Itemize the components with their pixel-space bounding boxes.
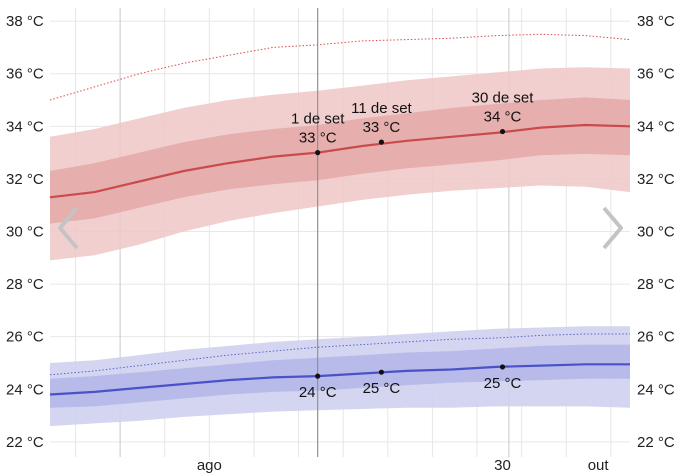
y-tick-label-right: 24 °C — [637, 381, 675, 398]
chevron-right-icon[interactable] — [602, 206, 623, 250]
bands — [50, 67, 630, 427]
x-tick-label: out — [588, 457, 610, 473]
y-tick-label-right: 38 °C — [637, 13, 675, 30]
series-lines — [49, 33, 631, 396]
y-tick-label-right: 36 °C — [637, 66, 675, 83]
y-tick-label-right: 34 °C — [637, 118, 675, 135]
annotation-value: 25 °C — [484, 375, 522, 392]
high-mean-line — [49, 123, 631, 199]
navigation — [58, 206, 623, 250]
high-annotation-point — [499, 128, 506, 135]
high-band-p25-p75 — [50, 97, 630, 224]
low-mean-line — [49, 363, 630, 396]
y-tick-label-right: 22 °C — [637, 434, 675, 451]
y-tick-label-right: 30 °C — [637, 224, 675, 241]
low-annotation-point — [499, 364, 506, 370]
low-annotation-point — [315, 373, 321, 379]
axes: 22 °C 22 °C 24 °C 24 °C 26 °C 26 °C 28 °C 28 °C… — [6, 13, 675, 473]
low-annotation-point — [378, 369, 385, 375]
high-annotation-point — [378, 139, 385, 145]
chevron-left-icon[interactable] — [58, 206, 79, 250]
y-tick-label-left: 34 °C — [6, 118, 44, 135]
y-tick-label-left: 36 °C — [6, 66, 44, 83]
x-tick-label: ago — [197, 457, 222, 473]
y-tick-label-right: 32 °C — [637, 171, 675, 188]
annotation-value: 24 °C — [299, 384, 337, 401]
y-tick-label-left: 32 °C — [6, 171, 44, 188]
annotation-value: 33 °C — [363, 119, 401, 136]
annotation-value: 25 °C — [363, 380, 401, 397]
annotation-value: 34 °C — [484, 109, 522, 126]
annotation-date: 11 de set — [351, 100, 412, 117]
y-tick-label-left: 30 °C — [6, 224, 44, 241]
annotation-date: 1 de set — [291, 111, 345, 128]
y-tick-label-left: 22 °C — [6, 434, 44, 451]
y-tick-label-left: 38 °C — [6, 13, 44, 30]
y-tick-label-right: 28 °C — [637, 276, 675, 293]
low-record-line — [49, 333, 630, 376]
y-tick-label-left: 26 °C — [6, 329, 44, 346]
high-record-line — [49, 33, 631, 101]
low-band-p25-p75 — [50, 344, 630, 408]
y-tick-label-left: 28 °C — [6, 276, 44, 293]
y-tick-label-left: 24 °C — [6, 381, 44, 398]
high-annotation-point — [315, 150, 321, 156]
y-tick-label-right: 26 °C — [637, 329, 675, 346]
annotations: 33 °C 1 de set 33 °C 11 de set 34 °C 30 de se… — [291, 90, 534, 402]
annotation-date: 30 de set — [472, 90, 535, 107]
x-tick-label: 30 — [494, 457, 511, 473]
annotation-value: 33 °C — [299, 130, 337, 147]
